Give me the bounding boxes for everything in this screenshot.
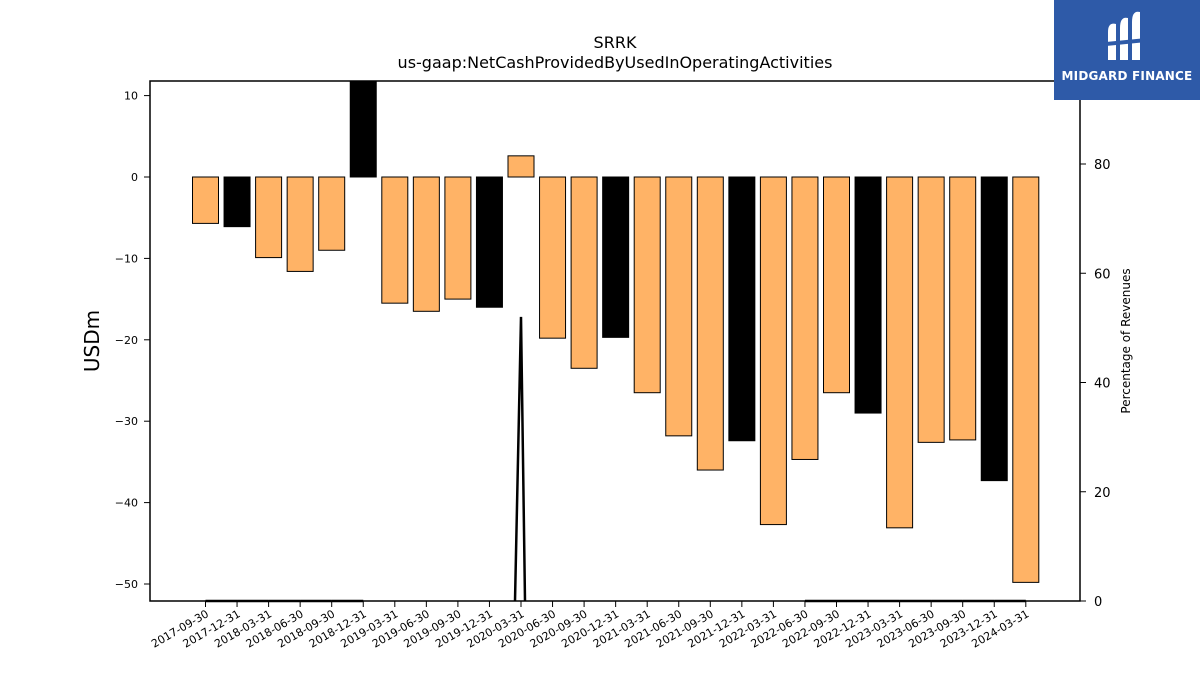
bar-2023-12-31 xyxy=(980,176,1008,482)
bar-2021-06-30 xyxy=(665,176,693,437)
chart-title: SRRK xyxy=(594,33,637,52)
bar-2020-03-31 xyxy=(507,155,535,178)
bar-2017-09-30 xyxy=(192,176,219,224)
bar-2021-12-31 xyxy=(728,176,756,442)
y-tick-label: 0 xyxy=(131,171,138,184)
y2-axis: 80 60 40 20 0 xyxy=(1080,158,1111,610)
bar-2023-06-30 xyxy=(917,176,945,443)
y-axis-label: USDm xyxy=(80,310,104,372)
y-tick-label: 10 xyxy=(124,90,138,103)
bar-2020-09-30 xyxy=(570,176,598,369)
brand-logo: MIDGARD FINANCE xyxy=(1054,0,1200,100)
y2-tick-label: 80 xyxy=(1094,158,1111,173)
bars-layer xyxy=(192,80,1040,583)
line-point-2020-03-31 xyxy=(513,316,527,602)
bar-2019-06-30 xyxy=(412,176,440,312)
bar-2021-03-31 xyxy=(633,176,661,394)
bar-2020-12-31 xyxy=(602,176,630,338)
bar-2023-09-30 xyxy=(949,176,977,441)
bar-2020-06-30 xyxy=(539,176,567,339)
bar-2019-09-30 xyxy=(444,176,472,300)
x-axis: 2017-09-302017-12-312018-03-312018-06-30… xyxy=(149,601,1031,651)
y-tick-label: −50 xyxy=(115,578,138,591)
y2-axis-label: Percentage of Revenues xyxy=(1119,268,1133,413)
y-tick-label: −10 xyxy=(115,252,138,265)
bar-2022-09-30 xyxy=(823,176,850,394)
bar-2022-06-30 xyxy=(791,176,819,460)
y-tick-label: −30 xyxy=(115,415,138,428)
midgard-logo-icon xyxy=(1106,11,1146,60)
bar-2022-12-31 xyxy=(854,176,882,414)
bar-2018-12-31 xyxy=(349,80,377,178)
logo-text: MIDGARD FINANCE xyxy=(1061,69,1193,83)
y-tick-label: −20 xyxy=(115,334,138,347)
y2-tick-label: 20 xyxy=(1094,486,1111,501)
bar-2019-03-31 xyxy=(381,176,409,304)
bar-2023-03-31 xyxy=(886,176,914,529)
bar-2024-03-31 xyxy=(1012,176,1040,583)
plot-frame xyxy=(149,80,1081,602)
bar-2021-09-30 xyxy=(696,176,724,471)
y2-tick-label: 40 xyxy=(1094,377,1111,392)
bar-2018-06-30 xyxy=(286,176,314,272)
y-axis: 10 0 −10 −20 −30 −40 −50 xyxy=(115,90,150,591)
y-tick-label: −40 xyxy=(115,497,138,510)
bar-2022-03-31 xyxy=(759,176,787,526)
y2-tick-label: 60 xyxy=(1094,267,1111,282)
bar-2018-09-30 xyxy=(318,176,346,251)
y2-tick-label: 0 xyxy=(1094,595,1102,610)
bar-2019-12-31 xyxy=(475,176,503,308)
bar-2018-03-31 xyxy=(255,176,283,259)
bar-2017-12-31 xyxy=(223,176,251,228)
chart-subtitle: us-gaap:NetCashProvidedByUsedInOperating… xyxy=(398,53,833,72)
